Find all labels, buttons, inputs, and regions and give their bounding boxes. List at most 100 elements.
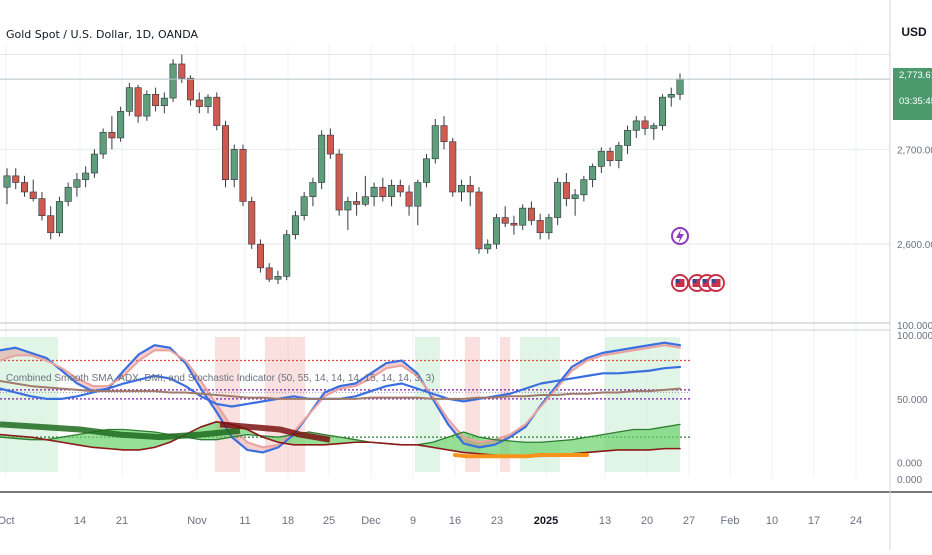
candle [152,94,160,106]
time-tick-label: Feb [721,515,740,527]
time-tick-label: 10 [766,515,778,527]
time-tick-label: 23 [491,515,503,527]
candle [632,120,640,131]
candle [3,175,11,188]
signal-band [500,337,510,472]
candle [117,111,125,139]
candle [20,182,28,193]
time-tick-label: 18 [282,515,294,527]
flag-icon [711,279,721,287]
flag-icon [692,279,702,287]
event-marker [671,274,689,292]
candle [562,182,570,199]
signal-band [265,337,305,472]
candle [449,141,457,193]
candle [265,267,273,280]
stoch-d-line [0,344,681,449]
candle [388,185,396,198]
candle [396,185,404,193]
candle [64,186,72,202]
candle [484,243,492,250]
indicator-tick-label: 0.000 [897,475,922,486]
candle [239,149,247,202]
indicator-legend: Combined Smooth SMA, ADX, DMI, and Stoch… [6,373,435,384]
lightning-icon-bolt [676,229,684,244]
time-tick-label: 20 [641,515,653,527]
candle [571,194,579,199]
candle [248,201,256,245]
candle [256,243,264,269]
candle [344,201,352,211]
candle [501,217,509,224]
candle [125,87,133,112]
time-tick-label: 9 [410,515,416,527]
candle [38,198,46,216]
candle [589,166,597,180]
price-tick-label: 2,600.000 [897,240,932,251]
candle [624,130,632,146]
candle [213,96,221,126]
candle [230,149,238,180]
dmi-fill [0,421,680,457]
candle [641,120,649,129]
chart-title: Gold Spot / U.S. Dollar, 1D, OANDA [6,28,199,41]
candle [204,96,212,107]
indicator-tick-label: 100.000 [897,331,932,342]
dmi-plus-line [0,423,681,446]
trend-band [219,421,331,443]
candle [379,186,387,198]
time-tick-label: 16 [449,515,461,527]
time-tick-label: 17 [808,515,820,527]
candle [475,191,483,250]
candle [12,175,20,183]
time-tick-label: 2025 [534,515,558,527]
chart-decorations [671,227,725,292]
flag-icon-canton [675,279,680,283]
candle [108,131,116,139]
candle [527,207,535,221]
candle [597,150,605,167]
candle [554,182,562,218]
candle [370,186,378,198]
price-tick-label: 2,700.000 [897,145,932,156]
time-tick-label: 27 [683,515,695,527]
candle [291,215,299,235]
time-tick-label: 24 [850,515,862,527]
candle [169,63,177,99]
indicator-tick-label: 50.000 [897,395,928,406]
indicator-tick-label: 0.000 [897,459,922,470]
candle [134,87,142,117]
time-tick-label: 21 [116,515,128,527]
candle [667,94,675,98]
candle [615,145,623,161]
candle [457,185,465,193]
event-marker [707,274,725,292]
candle [580,179,588,196]
indicator-panel: Combined Smooth SMA, ADX, DMI, and Stoch… [0,322,932,493]
candles [0,54,890,284]
candle [274,276,282,280]
candle [414,182,422,207]
flag-icon-canton [692,279,697,283]
currency-button[interactable]: USD [901,25,927,39]
candle [318,134,326,183]
time-tick-label: 25 [323,515,335,527]
candle [29,191,37,199]
candle [606,150,614,161]
time-tick-label: 13 [599,515,611,527]
last-price-tag: 2,773.615 [893,68,932,84]
dmi-highlight-line [453,453,589,459]
flag-icon-canton [711,279,716,283]
candle [510,222,518,226]
candle [309,182,317,198]
time-tick-label: 14 [74,515,86,527]
candle [82,172,90,180]
candle [492,217,500,245]
candle [335,153,343,211]
candle [178,63,186,79]
candle [545,217,553,234]
time-tick-label: Oct [0,515,15,527]
